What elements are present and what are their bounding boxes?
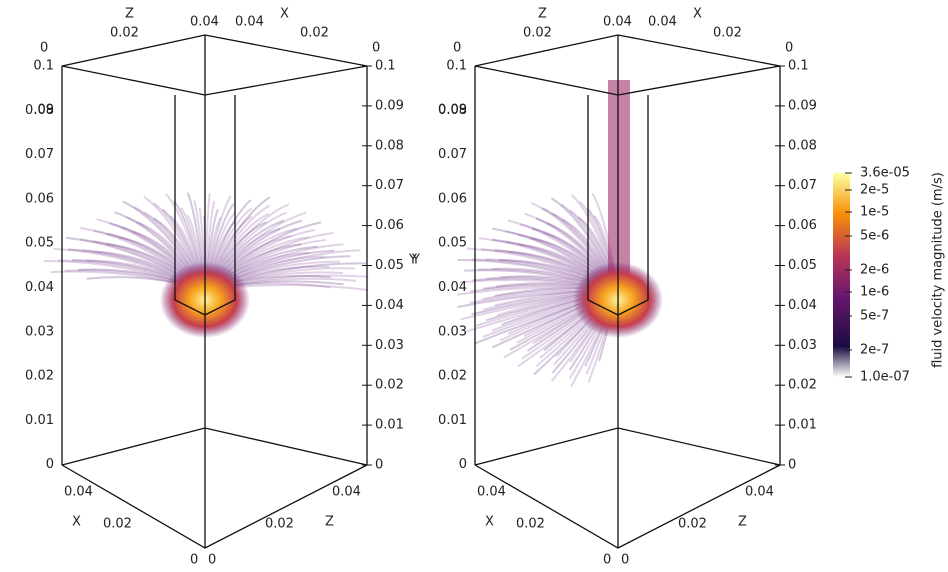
top-axis-label: Z (538, 7, 547, 22)
top-tick-label: 0.04 (235, 15, 264, 30)
bottom-tick-label: 0.04 (745, 485, 774, 500)
top-tick-label: 0 (40, 41, 48, 56)
y-tick-label: 0.03 (375, 338, 404, 353)
panel: 0.1 0.09 0.08 0.07 0.06 0.05 0.04 0.03 0.02 0.01 0… (25, 7, 417, 568)
top-tick-label: 0 (785, 41, 793, 56)
top-tick-label: 0 (372, 41, 380, 56)
bottom-axis-label: X (485, 515, 494, 530)
colorbar-title: fluid velocity magnitude (m/s) (931, 172, 946, 368)
y-tick-label: 0.07 (788, 178, 817, 193)
bottom-tick-label: 0 (603, 553, 611, 568)
bottom-tick-label: 0.02 (103, 517, 132, 532)
y-tick-label: 0.03 (788, 338, 817, 353)
y-tick-label: 0.04 (375, 298, 404, 313)
y-tick-label: 0 (459, 457, 467, 472)
y-tick-label: 0.02 (438, 369, 467, 384)
y-tick-label: 0.02 (375, 378, 404, 393)
bottom-axis-label: X (72, 515, 81, 530)
figure: fluid velocity magnitude (m/s) 3.6e-05 2e… (0, 0, 948, 568)
top-axis-label: X (693, 7, 702, 22)
colorbar-tick-label: 2e-7 (860, 343, 889, 358)
y-tick-label: 0.07 (438, 147, 467, 162)
y-tick-label: 0 (375, 458, 383, 473)
colorbar-gradient (833, 173, 850, 377)
colorbar-tick-label: 2e-5 (860, 183, 889, 198)
y-tick-label: 0.1 (788, 59, 809, 74)
y-tick-label: 0.03 (438, 324, 467, 339)
y-tick-label: 0.01 (375, 418, 404, 433)
y-tick-label: 0.01 (25, 413, 54, 428)
y-tick-label: 0.08 (438, 103, 467, 118)
top-axis-label: X (280, 7, 289, 22)
colorbar-tick-label: 5e-6 (860, 229, 889, 244)
top-axis-label: Z (125, 7, 134, 22)
bottom-tick-label: 0 (190, 553, 198, 568)
y-tick-label: 0.03 (25, 324, 54, 339)
y-tick-label: 0.01 (438, 413, 467, 428)
colorbar-tick-label: 3.6e-05 (860, 166, 910, 181)
colorbar-tick-label: 2e-6 (860, 263, 889, 278)
colorbar-tick-label: 5e-7 (860, 309, 889, 324)
bottom-tick-label: 0.04 (64, 485, 93, 500)
y-tick-label: 0.05 (25, 236, 54, 251)
y-tick-label: 0 (788, 458, 796, 473)
streamline-column (608, 80, 630, 280)
top-tick-label: 0.04 (648, 15, 677, 30)
y-tick-label: 0.06 (375, 218, 404, 233)
top-tick-label: 0.02 (300, 26, 329, 41)
top-tick-label: 0.02 (713, 26, 742, 41)
bottom-axis-label: Z (325, 515, 334, 530)
bottom-tick-label: 0 (621, 553, 629, 568)
bottom-tick-label: 0.04 (477, 485, 506, 500)
top-tick-label: 0.02 (523, 26, 552, 41)
y-tick-label: 0.05 (438, 236, 467, 251)
y-tick-label: 0.02 (25, 369, 54, 384)
y-tick-label: 0 (46, 457, 54, 472)
colorbar-tick-label: 1e-5 (860, 205, 889, 220)
y-tick-label: 0.02 (788, 378, 817, 393)
top-tick-label: 0.04 (190, 15, 219, 30)
bottom-tick-label: 0 (208, 553, 216, 568)
colorbar-tick-label: 1.0e-07 (860, 370, 910, 385)
y-tick-label: 0.06 (788, 218, 817, 233)
y-tick-label: 0.09 (375, 98, 404, 113)
bottom-tick-label: 0.02 (678, 517, 707, 532)
y-tick-label: 0.1 (375, 59, 396, 74)
y-axis-label: Y (411, 253, 420, 268)
bottom-tick-label: 0.02 (265, 517, 294, 532)
y-tick-label: 0.01 (788, 418, 817, 433)
top-tick-label: 0 (453, 41, 461, 56)
y-tick-label: 0.05 (375, 258, 404, 273)
panel: 0.1 0.09 0.08 0.07 0.06 0.05 0.04 0.03 0.02 0.01 0… (411, 7, 817, 568)
bottom-tick-label: 0.02 (516, 517, 545, 532)
y-tick-label: 0.1 (446, 59, 467, 74)
y-tick-label: 0.04 (788, 298, 817, 313)
y-tick-label: 0.07 (375, 178, 404, 193)
y-tick-label: 0.07 (25, 147, 54, 162)
bottom-axis-label: Z (738, 515, 747, 530)
y-tick-label: 0.1 (33, 59, 54, 74)
y-tick-label: 0.09 (788, 98, 817, 113)
y-tick-label: 0.04 (25, 280, 54, 295)
colorbar-tick-label: 1e-6 (860, 285, 889, 300)
y-tick-label: 0.06 (25, 191, 54, 206)
y-tick-label: 0.05 (788, 258, 817, 273)
top-tick-label: 0.04 (603, 15, 632, 30)
y-tick-label: 0.04 (438, 280, 467, 295)
colorbar: fluid velocity magnitude (m/s) (833, 172, 946, 377)
y-tick-label: 0.06 (438, 191, 467, 206)
y-tick-label: 0.08 (25, 103, 54, 118)
bottom-tick-label: 0.04 (332, 485, 361, 500)
y-tick-label: 0.08 (788, 138, 817, 153)
top-tick-label: 0.02 (110, 26, 139, 41)
y-tick-label: 0.08 (375, 138, 404, 153)
